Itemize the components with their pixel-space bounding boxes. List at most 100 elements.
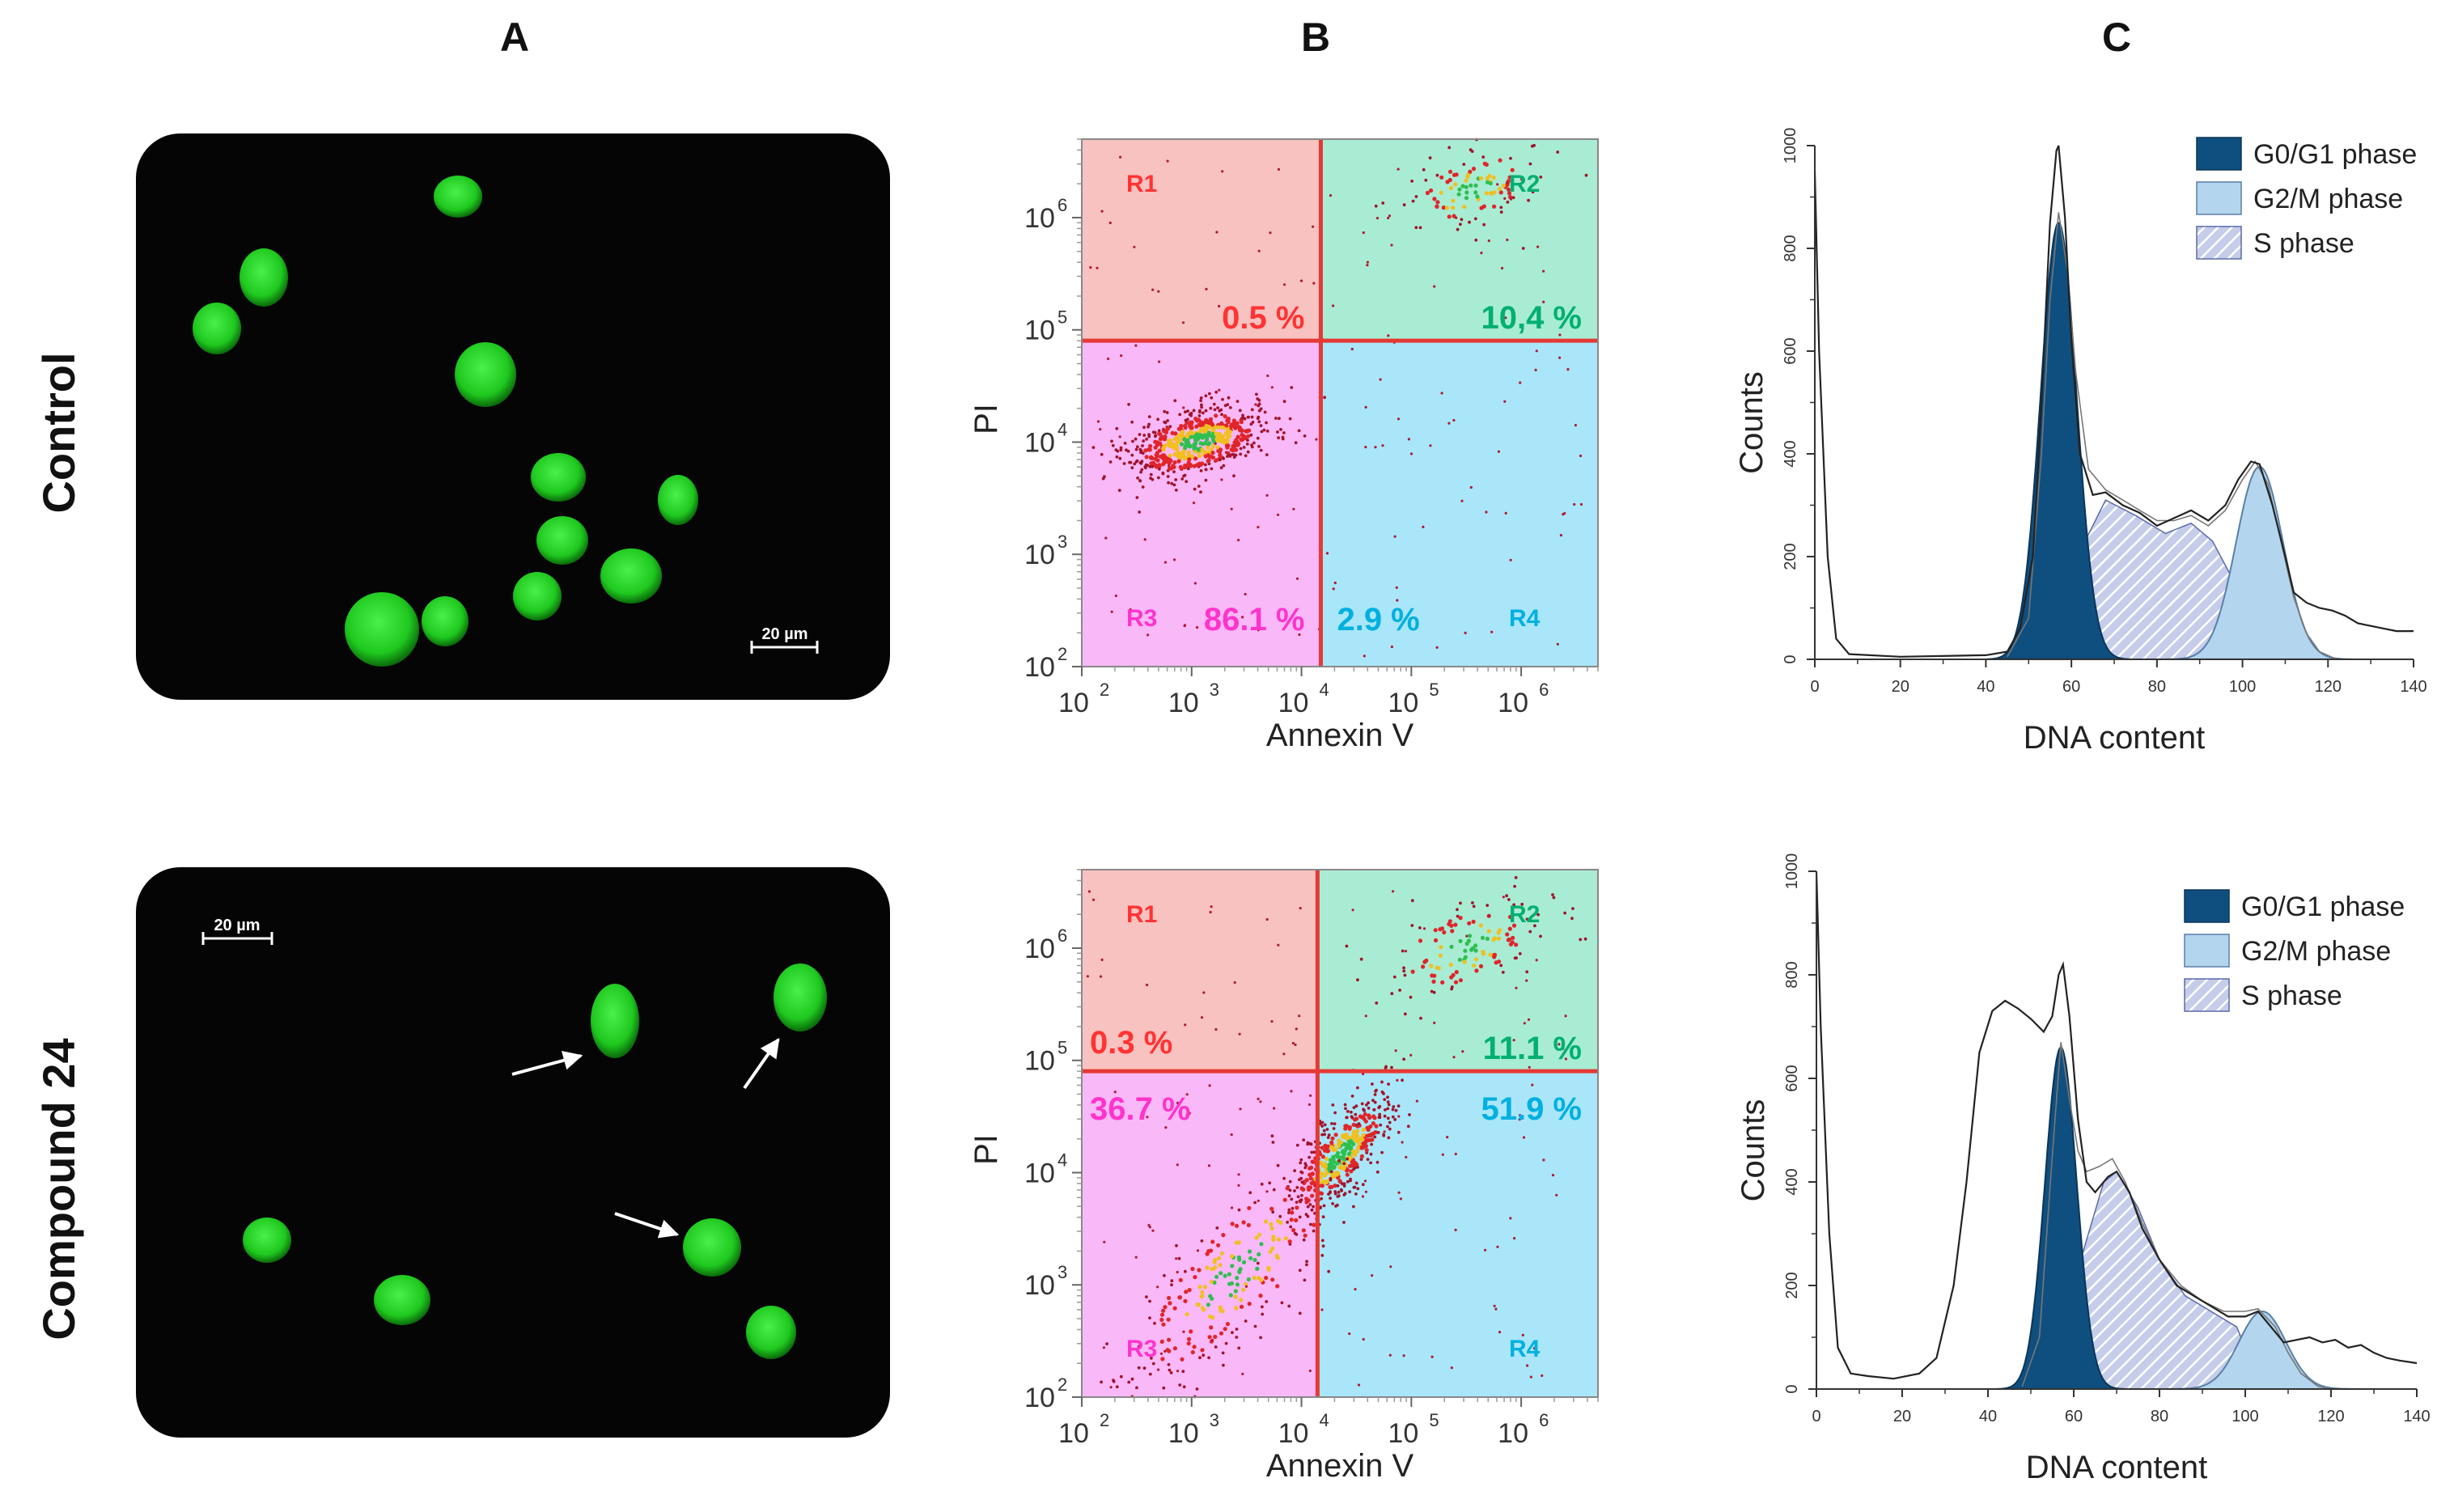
scatter-point: [1308, 1103, 1311, 1106]
scatter-point: [1387, 334, 1390, 337]
scatter-point: [1244, 592, 1247, 596]
scatter-point: [1410, 899, 1414, 903]
scatter-point: [1336, 1184, 1340, 1188]
scatter-point: [1570, 917, 1574, 921]
scatter-point: [1468, 169, 1473, 174]
scatter-point: [1363, 654, 1366, 658]
scatter-point: [1401, 949, 1405, 953]
scatter-point: [1215, 1226, 1219, 1230]
scatter-point: [1366, 260, 1369, 264]
scatter-point: [1496, 930, 1501, 935]
arrow-icon: [743, 1038, 780, 1090]
scatter-point: [1239, 447, 1243, 451]
scatter-point: [1451, 205, 1456, 210]
scatter-point: [1241, 1260, 1247, 1264]
scatter-point: [1254, 403, 1257, 406]
scatter-point: [1214, 390, 1219, 394]
scatter-point: [1409, 452, 1413, 455]
scatter-point: [1138, 479, 1142, 483]
scatter-point: [1158, 360, 1161, 363]
scatter-point: [1350, 347, 1354, 351]
scatter-point: [1208, 1294, 1213, 1298]
scatter-point: [1295, 1143, 1299, 1147]
scatter-point: [1199, 1294, 1204, 1299]
scatter-point: [1159, 1312, 1165, 1317]
scatter-point: [1394, 1049, 1397, 1052]
scatter-point: [1212, 1260, 1217, 1264]
scatter-point: [1529, 1375, 1532, 1379]
scatter-point: [1435, 204, 1439, 209]
legend-swatch: [2196, 137, 2242, 171]
scatter-point: [1237, 539, 1240, 542]
scatter-point: [1257, 526, 1260, 529]
scatter-point: [1354, 1133, 1359, 1137]
column-label-c: C: [2102, 15, 2131, 60]
scatter-point: [1320, 1154, 1325, 1159]
scatter-point: [1489, 191, 1494, 196]
scatter-point: [1216, 425, 1221, 430]
legend-swatch: [2196, 226, 2242, 260]
scatter-point: [1349, 1179, 1352, 1183]
scatter-point: [1134, 447, 1138, 451]
scatter-point: [1123, 442, 1127, 445]
scatter-point: [1225, 445, 1230, 450]
scatter-point: [1556, 150, 1560, 154]
cell: [513, 572, 562, 620]
scatter-point: [1323, 1162, 1328, 1167]
scatter-point: [1391, 1108, 1395, 1112]
scatter-point: [1528, 162, 1532, 166]
scatter-point: [1332, 587, 1335, 591]
arrows: [511, 1038, 780, 1239]
scatter-point: [1206, 1302, 1210, 1307]
scatter-point: [1397, 417, 1401, 421]
scatter-point: [1184, 410, 1187, 414]
scatter-point: [1261, 1305, 1264, 1309]
scatter-point: [1551, 1174, 1555, 1177]
scatter-point: [1221, 397, 1224, 401]
scatter-point: [1230, 1133, 1233, 1137]
scatter-point: [1330, 1122, 1333, 1125]
scatter-point: [1185, 1113, 1189, 1116]
scatter-point: [1419, 1016, 1422, 1020]
scatter-point: [1149, 476, 1152, 480]
scatter-point: [1259, 1242, 1264, 1247]
scatter-point: [1110, 610, 1113, 613]
scatter-point: [1200, 1306, 1206, 1311]
scatter-point: [1368, 1124, 1373, 1129]
scatter-point: [1127, 1380, 1131, 1384]
y-tick-label: 0: [1782, 654, 1799, 663]
scatter-point: [1354, 1192, 1358, 1196]
scatter-point: [1397, 167, 1400, 171]
scatter-point: [1157, 290, 1160, 293]
scatter-point: [1402, 1354, 1405, 1357]
scatter-point: [1342, 1135, 1347, 1140]
scatter-point: [1228, 406, 1232, 409]
scatter-point: [1115, 455, 1119, 459]
scatter-point: [1157, 429, 1161, 433]
scatter-point: [1376, 1131, 1380, 1134]
scatter-point: [1373, 1093, 1377, 1096]
scale-bar-control: 20 µm: [750, 625, 819, 654]
scatter-point: [1135, 1386, 1138, 1390]
scatter-point: [1564, 1057, 1567, 1061]
x-tick-label: 120: [2315, 678, 2342, 696]
scatter-point: [1181, 321, 1185, 324]
scatter-point: [1153, 1321, 1156, 1325]
scatter-point: [1241, 416, 1245, 420]
scatter-point: [1205, 287, 1208, 290]
arrow-icon: [614, 1212, 680, 1239]
scatter-point: [1409, 1053, 1413, 1057]
scatter-point: [1282, 283, 1286, 286]
scatter-point: [1478, 176, 1483, 180]
scatter-point: [1210, 1239, 1215, 1244]
scatter-point: [1424, 178, 1428, 182]
scatter-point: [1168, 438, 1173, 443]
scatter-point: [1374, 1124, 1379, 1129]
scatter-point: [1460, 499, 1464, 502]
scatter-point: [1539, 176, 1543, 179]
x-tick-label: 20: [1893, 1408, 1911, 1425]
scatter-point: [1362, 231, 1365, 235]
y-axis-label: Counts: [1736, 1099, 1771, 1202]
scatter-point: [1348, 1332, 1351, 1336]
